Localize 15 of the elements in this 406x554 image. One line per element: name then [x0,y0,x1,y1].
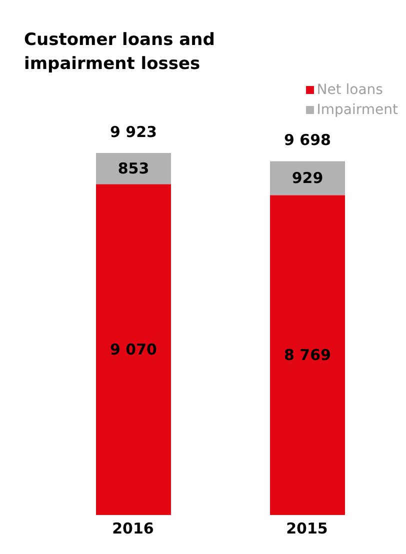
data-label: 9 070 [110,340,157,359]
legend-label: Net loans [316,82,383,98]
total-label: 9 923 [110,123,157,141]
total-label: 9 698 [284,131,331,150]
bar [270,195,345,515]
chart-title: Customer loans and impairment losses [24,29,216,76]
x-tick-label: 2015 [286,520,328,538]
x-tick-label: 2016 [112,520,154,538]
bar [96,153,171,184]
data-label: 853 [118,160,150,178]
data-label: 929 [292,169,324,188]
legend-label: Impairment [316,102,398,118]
data-label: 8 769 [284,346,331,364]
bar [96,184,171,515]
bar [270,161,345,196]
